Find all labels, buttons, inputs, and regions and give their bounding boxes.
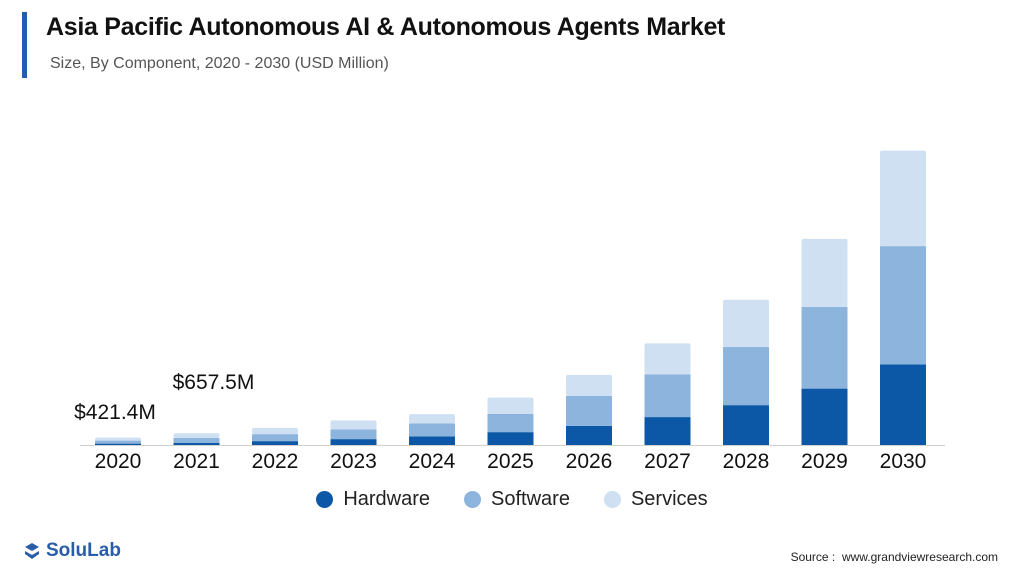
legend-item-hardware: Hardware (316, 488, 430, 511)
bar-software-2022 (252, 434, 298, 442)
legend-label-hardware: Hardware (343, 488, 431, 510)
bar-services-2024 (409, 414, 455, 424)
bar-software-2027 (644, 374, 691, 418)
x-tick-label-2025: 2025 (487, 450, 534, 473)
legend-label-services: Services (630, 488, 708, 510)
chart-title: Asia Pacific Autonomous AI & Autonomous … (46, 13, 726, 41)
x-tick-label-2030: 2030 (880, 450, 927, 473)
bar-software-2029 (801, 306, 848, 389)
source-url: www.grandviewresearch.com (841, 550, 998, 564)
title-accent-bar (22, 12, 27, 78)
bar-hardware-2020 (95, 443, 141, 445)
legend-item-software: Software (464, 488, 570, 511)
source-label: Source : (790, 550, 836, 564)
bar-software-2030 (880, 246, 926, 365)
bar-hardware-2028 (723, 405, 769, 445)
bar-software-2020 (95, 440, 141, 444)
x-tick-label-2027: 2027 (644, 450, 691, 473)
bar-services-2023 (330, 420, 377, 430)
bar-hardware-2024 (409, 436, 455, 445)
bar-services-2025 (487, 397, 534, 414)
legend-label-software: Software (491, 488, 570, 510)
x-tick-label-2021: 2021 (173, 450, 220, 473)
bar-software-2026 (566, 395, 612, 426)
annotation-2021: $657.5M (173, 371, 255, 394)
bar-software-2028 (723, 346, 769, 406)
bar-software-2025 (487, 413, 534, 433)
x-tick-label-2022: 2022 (252, 450, 299, 473)
bar-hardware-2030 (880, 364, 926, 445)
x-tick-label-2023: 2023 (330, 450, 377, 473)
x-tick-label-2029: 2029 (801, 450, 848, 473)
bar-services-2030 (880, 150, 926, 247)
x-tick-label-2024: 2024 (409, 450, 456, 473)
legend-item-services: Services (603, 488, 708, 511)
solulab-logo: SoluLab (22, 540, 121, 562)
bar-hardware-2025 (487, 432, 534, 445)
chart-subtitle: Size, By Component, 2020 - 2030 (USD Mil… (50, 55, 389, 72)
bar-hardware-2021 (173, 442, 220, 445)
x-tick-label-2020: 2020 (95, 450, 142, 473)
x-tick-label-2028: 2028 (723, 450, 770, 473)
stacked-bar-chart: 2020 2021 2022 2023 2024 2025 2026 2027 2028 2029… (74, 150, 945, 473)
source-note: Source : www.grandviewresearch.com (791, 550, 998, 564)
legend-swatch-services (603, 491, 621, 508)
bar-services-2020 (95, 437, 141, 441)
brand-name: SoluLab (46, 540, 121, 561)
annotation-2020: $421.4M (74, 401, 156, 424)
bar-services-2027 (644, 343, 691, 375)
bar-services-2021 (173, 433, 220, 439)
bar-hardware-2027 (644, 417, 691, 445)
bar-software-2021 (173, 438, 220, 443)
bar-hardware-2022 (252, 441, 298, 445)
bar-hardware-2029 (801, 388, 848, 445)
bar-services-2029 (801, 238, 848, 307)
bar-services-2026 (566, 374, 612, 396)
bar-software-2023 (330, 429, 377, 440)
chart-legend: Hardware Software Services (0, 488, 1024, 511)
bar-hardware-2026 (566, 425, 612, 445)
legend-swatch-hardware (316, 491, 334, 508)
bar-services-2028 (723, 299, 769, 347)
legend-swatch-software (464, 491, 482, 508)
bar-software-2024 (409, 423, 455, 437)
bar-services-2022 (252, 427, 298, 435)
x-tick-label-2026: 2026 (566, 450, 613, 473)
bar-hardware-2023 (330, 439, 377, 445)
solulab-logo-icon (25, 543, 39, 559)
